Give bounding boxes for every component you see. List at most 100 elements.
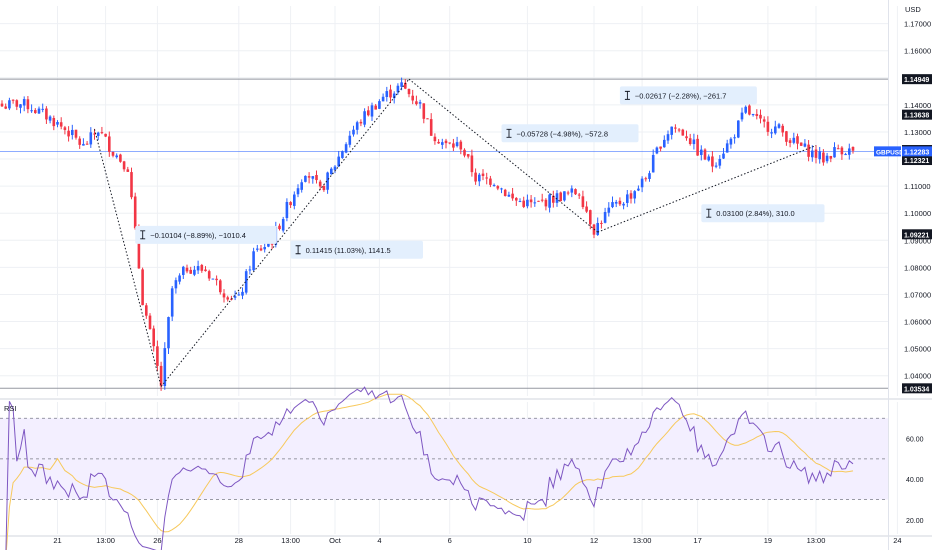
price-tag: 1.14949: [902, 74, 932, 85]
candle-body: [211, 278, 215, 280]
candle-body: [8, 100, 11, 109]
trend-line: [160, 78, 410, 387]
candle-body: [785, 131, 788, 142]
candle-body: [145, 305, 148, 316]
symbol-tag-text: GBPUSD: [876, 149, 904, 156]
price-tick-label: 1.08000: [904, 263, 931, 272]
candle-body: [341, 151, 344, 158]
candle-body: [537, 200, 540, 202]
candle-body: [411, 95, 414, 101]
candle-body: [67, 130, 70, 137]
candle-body: [115, 155, 118, 158]
candle-body: [111, 151, 115, 156]
candle-body: [22, 99, 26, 106]
rsi-tick-label: 20.00: [906, 518, 924, 525]
candle-body: [596, 222, 599, 235]
candle-body: [629, 193, 633, 199]
candle-body: [600, 222, 603, 224]
price-tag-bg: [902, 229, 932, 240]
price-tick-label: 1.10000: [904, 209, 931, 218]
candle-body: [278, 225, 281, 230]
candle-body: [104, 133, 107, 137]
candle-body: [803, 143, 807, 147]
candle-body: [359, 121, 363, 124]
candle-body: [807, 144, 810, 157]
candle-body: [418, 102, 422, 104]
candle-body: [293, 194, 296, 206]
price-tag: 1.03534: [902, 383, 932, 394]
candle-body: [478, 174, 481, 182]
time-tick-label: 19: [764, 536, 772, 545]
candle-body: [141, 269, 144, 306]
price-tag-bg: [902, 155, 932, 166]
candle-body: [433, 136, 437, 142]
time-tick-label: Oct: [329, 536, 342, 545]
candle-body: [722, 153, 725, 159]
candle-body: [851, 146, 855, 151]
candle-body: [725, 143, 729, 153]
candle-body: [348, 135, 352, 145]
price-tick-label: 1.07000: [904, 290, 931, 299]
price-tick-label: 1.06000: [904, 318, 931, 327]
candle-body: [137, 229, 141, 269]
candle-body: [633, 191, 636, 199]
last-price-tag: GBPUSD 1.12283: [874, 146, 932, 157]
rsi-line: [5, 386, 854, 555]
time-tick-label: 17: [693, 536, 701, 545]
candle-body: [400, 82, 403, 87]
candle-body: [674, 127, 677, 129]
candle-body: [89, 132, 93, 145]
candle-body: [441, 142, 444, 145]
candle-body: [130, 172, 133, 198]
candle-body: [159, 365, 163, 387]
rsi-ma-line: [5, 393, 854, 555]
candle-body: [426, 118, 429, 120]
time-axis: 21 13:00 26 28 13:00 Oct 4 6 10 12 13:00 17 19 13:00 2…: [53, 536, 901, 545]
candle-body: [182, 266, 185, 275]
candle-body: [404, 82, 407, 89]
candle-body: [822, 152, 825, 163]
candle-body: [585, 206, 588, 212]
candle-body: [304, 175, 307, 182]
measure-label-bg: [701, 204, 825, 223]
price-tag-text: 1.13638: [904, 113, 929, 120]
candle-body: [19, 104, 22, 108]
candle-body: [555, 193, 559, 203]
candle-body: [818, 151, 821, 160]
candle-body: [729, 138, 733, 145]
candle-body: [37, 108, 41, 114]
candle-body: [122, 161, 126, 170]
candle-body: [285, 201, 289, 218]
candle-body: [59, 122, 63, 127]
candle-body: [204, 269, 207, 272]
candle-body: [796, 136, 799, 144]
candle-body: [363, 111, 366, 125]
symbol-tag-bg: [874, 146, 901, 157]
time-tick-label: 13:00: [807, 536, 826, 545]
candle-body: [252, 251, 255, 271]
candle-body: [367, 110, 370, 116]
candle-body: [507, 194, 511, 197]
candle-body: [100, 132, 104, 134]
candle-body: [700, 149, 703, 155]
candle-body: [207, 271, 211, 279]
candle-body: [392, 93, 396, 99]
candle-body: [670, 126, 673, 135]
candle-body: [740, 112, 744, 120]
candle-body: [189, 269, 192, 274]
candle-body: [415, 101, 418, 105]
measure-label-4: 0.03100 (2.84%), 310.0: [701, 204, 825, 223]
candle-body: [474, 172, 477, 182]
candle-body: [85, 143, 89, 145]
candle-body: [244, 271, 248, 293]
candle-body: [614, 201, 618, 204]
candle-body: [496, 186, 500, 189]
candle-body: [263, 247, 266, 250]
candle-body: [226, 297, 229, 300]
candle-body: [119, 154, 122, 162]
candle-body: [71, 129, 74, 136]
candle-body: [326, 172, 329, 190]
measure-label-1: 0.11415 (11.03%), 1141.5: [290, 240, 423, 259]
